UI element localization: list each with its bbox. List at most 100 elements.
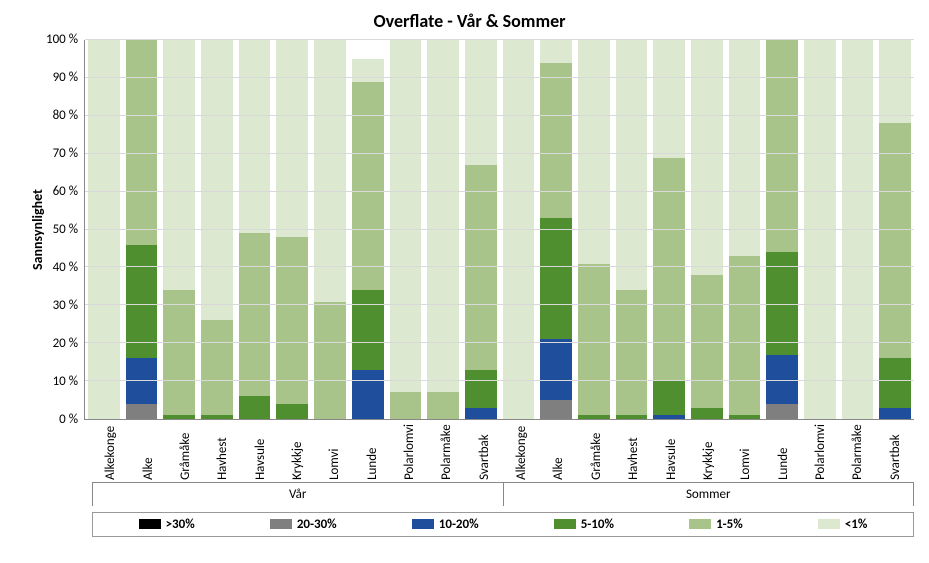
bar-segment <box>352 82 384 290</box>
x-label: Gråmåke <box>178 424 193 480</box>
bar-segment <box>427 392 459 419</box>
grid-line <box>85 266 914 267</box>
bar <box>691 40 723 419</box>
x-label-slot: Lomvi <box>316 420 353 480</box>
legend-swatch <box>554 519 576 529</box>
x-label: Lomvi <box>327 424 342 480</box>
bar-slot <box>273 40 311 419</box>
bar-segment <box>879 40 911 123</box>
bar-segment <box>201 40 233 320</box>
bar-segment <box>314 302 346 419</box>
bar-segment <box>352 370 384 419</box>
bar-segment <box>540 339 572 400</box>
bar-segment <box>879 358 911 407</box>
x-label: Havhest <box>626 424 641 480</box>
bar <box>390 40 422 419</box>
bar-segment <box>239 40 271 233</box>
bar-segment <box>653 415 685 419</box>
bar <box>88 40 120 419</box>
bar-segment <box>390 392 422 419</box>
bars <box>85 40 914 419</box>
legend-label: 10-20% <box>439 517 479 532</box>
chart-title: Overflate - Vår & Sommer <box>25 10 914 32</box>
x-label: Lomvi <box>738 424 753 480</box>
legend-label: 20-30% <box>297 517 337 532</box>
bar-segment <box>239 233 271 396</box>
grid-line <box>85 380 914 381</box>
x-label-slot: Gråmåke <box>578 420 615 480</box>
bar <box>766 40 798 419</box>
x-label: Lunde <box>776 424 791 480</box>
x-label-slot: Lunde <box>354 420 391 480</box>
x-label: Polarlomvi <box>402 424 417 480</box>
bar-segment <box>842 40 874 419</box>
bar-segment <box>653 381 685 415</box>
bar-segment <box>465 370 497 408</box>
bar-segment <box>729 256 761 415</box>
grid-line <box>85 342 914 343</box>
bar-segment <box>540 218 572 339</box>
grid-line <box>85 229 914 230</box>
bar-segment <box>163 290 195 415</box>
legend-label: 1-5% <box>716 517 743 532</box>
bar-slot <box>688 40 726 419</box>
group-label: Sommer <box>504 483 915 506</box>
x-label-slot: Havsule <box>241 420 278 480</box>
x-label-slot: Alkekonge <box>503 420 540 480</box>
bar-segment <box>276 237 308 404</box>
bar-segment <box>729 40 761 256</box>
bar-segment <box>126 40 158 245</box>
bar-segment <box>540 400 572 419</box>
bar-segment <box>616 415 648 419</box>
bar-segment <box>352 59 384 82</box>
legend-label: >30% <box>166 517 195 532</box>
bar-slot <box>462 40 500 419</box>
bar <box>578 40 610 419</box>
legend-swatch <box>818 519 840 529</box>
legend-item: 20-30% <box>270 517 337 532</box>
x-label: Polarmåke <box>439 424 454 480</box>
bar <box>239 40 271 419</box>
bar-slot <box>650 40 688 419</box>
bar <box>201 40 233 419</box>
x-label: Alke <box>141 424 156 480</box>
bar-slot <box>763 40 801 419</box>
bar-segment <box>201 415 233 419</box>
bar-segment <box>352 290 384 370</box>
legend-swatch <box>412 519 434 529</box>
bar-slot <box>876 40 914 419</box>
bar <box>126 40 158 419</box>
bar <box>616 40 648 419</box>
x-label-slot: Havhest <box>615 420 652 480</box>
bar-slot <box>537 40 575 419</box>
bar-slot <box>349 40 387 419</box>
group-axis: VårSommer <box>92 482 914 506</box>
legend-item: <1% <box>818 517 868 532</box>
bar-segment <box>540 63 572 218</box>
bar-segment <box>879 123 911 358</box>
bar-segment <box>239 396 271 419</box>
bar <box>465 40 497 419</box>
bar-segment <box>766 40 798 252</box>
x-label: Krykkje <box>290 424 305 480</box>
grid-line <box>85 191 914 192</box>
x-label-slot: Alke <box>129 420 166 480</box>
bar <box>879 40 911 419</box>
y-axis: 100 %90 %80 %70 %60 %50 %40 %30 %20 %10 … <box>46 40 84 420</box>
bar-segment <box>465 165 497 370</box>
x-label-slot: Polarmåke <box>428 420 465 480</box>
bar <box>503 40 535 419</box>
grid-line <box>85 153 914 154</box>
bar <box>804 40 836 419</box>
y-axis-label: Sannsynlighet <box>25 40 46 420</box>
bar-segment <box>126 358 158 403</box>
bar <box>729 40 761 419</box>
bar-segment <box>390 40 422 392</box>
bar-slot <box>198 40 236 419</box>
x-label: Svartbak <box>477 424 492 480</box>
bar-segment <box>503 40 535 419</box>
x-label: Gråmåke <box>589 424 604 480</box>
x-label-slot: Polarlomvi <box>802 420 839 480</box>
group-label: Vår <box>92 483 504 506</box>
x-label: Havsule <box>253 424 268 480</box>
